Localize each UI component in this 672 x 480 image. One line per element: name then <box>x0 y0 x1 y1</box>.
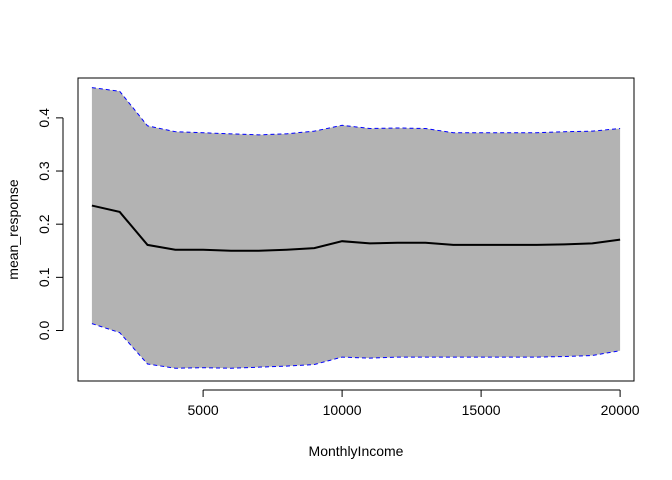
x-axis-title: MonthlyIncome <box>309 443 404 459</box>
y-tick-label: 0.3 <box>36 161 52 181</box>
upper-bound-line <box>91 87 621 136</box>
y-tick-label: 0.0 <box>36 321 52 341</box>
lower-bound-line <box>91 323 621 369</box>
x-tick-label: 10000 <box>323 402 362 418</box>
x-tick-label: 20000 <box>601 402 640 418</box>
confidence-band-layer <box>91 87 621 369</box>
x-axis: 5000 10000 15000 20000 <box>188 389 640 418</box>
mean-response-line <box>91 204 621 252</box>
y-tick-label: 0.2 <box>36 214 52 234</box>
x-tick-label: 15000 <box>462 402 501 418</box>
series-line-layer <box>91 87 621 369</box>
confidence-band <box>91 87 621 369</box>
x-tick-label: 5000 <box>188 402 219 418</box>
y-axis: 0.0 0.1 0.2 0.3 0.4 <box>36 108 64 341</box>
y-tick-label: 0.4 <box>36 108 52 128</box>
y-tick-label: 0.1 <box>36 267 52 287</box>
y-axis-title: mean_response <box>5 179 21 280</box>
plot-frame <box>77 77 635 382</box>
